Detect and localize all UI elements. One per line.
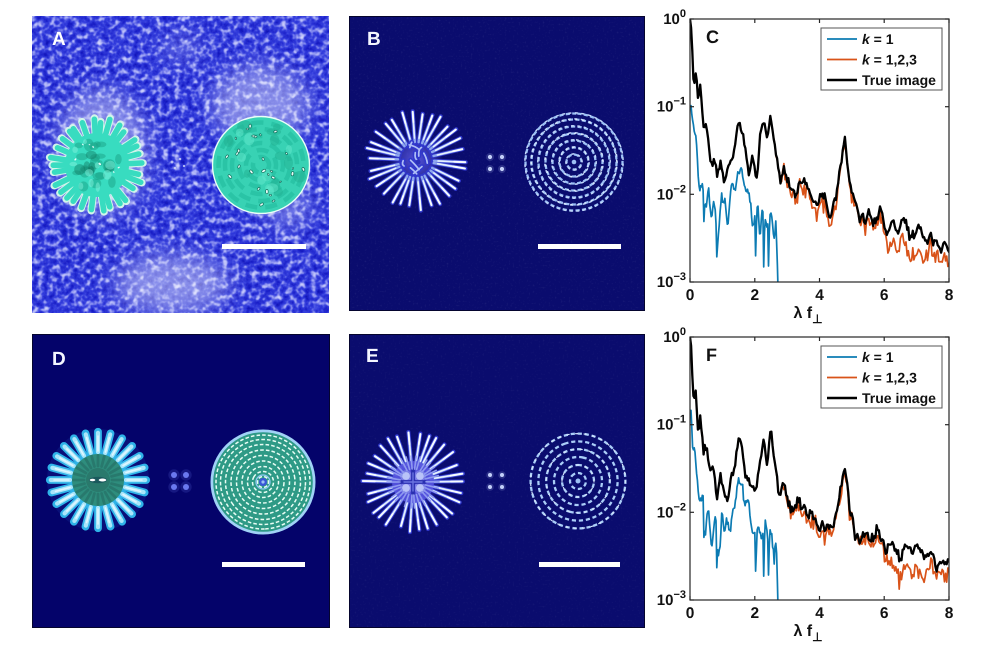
svg-text:D: D (52, 349, 66, 370)
svg-text:6: 6 (880, 287, 889, 304)
svg-text:E: E (366, 346, 379, 367)
svg-text:8: 8 (945, 605, 954, 622)
svg-text:True image: True image (862, 72, 936, 88)
svg-text:k = 1: k = 1 (862, 31, 894, 47)
svg-text:6: 6 (880, 605, 889, 622)
svg-text:B: B (367, 29, 381, 50)
svg-text:8: 8 (945, 287, 954, 304)
svg-text:k = 1,2,3: k = 1,2,3 (862, 370, 917, 386)
svg-text:k = 1: k = 1 (862, 349, 894, 365)
svg-text:4: 4 (815, 605, 824, 622)
svg-text:4: 4 (815, 287, 824, 304)
svg-text:True image: True image (862, 390, 936, 406)
svg-text:0: 0 (686, 287, 695, 304)
svg-text:k = 1,2,3: k = 1,2,3 (862, 52, 917, 68)
svg-text:F: F (706, 345, 717, 365)
svg-text:C: C (706, 27, 719, 47)
svg-text:A: A (52, 29, 66, 50)
svg-text:0: 0 (686, 605, 695, 622)
svg-text:2: 2 (750, 287, 759, 304)
svg-text:2: 2 (750, 605, 759, 622)
